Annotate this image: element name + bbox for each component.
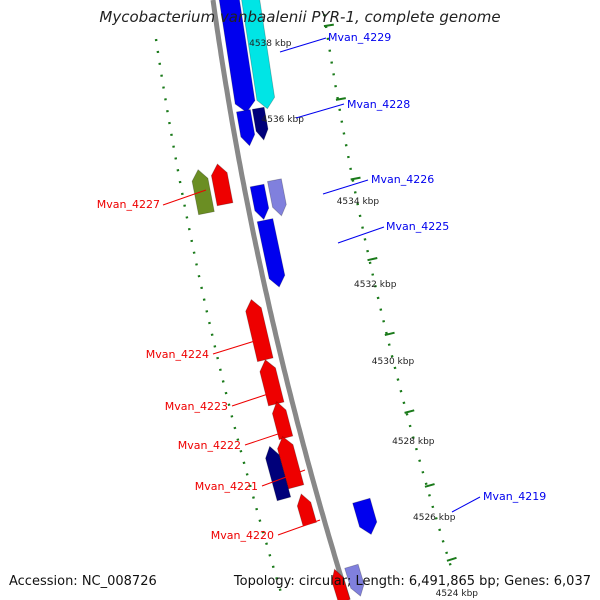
tick-label-7: 4526 kbp <box>413 513 456 523</box>
gene-label-mvan-4221: Mvan_4221 <box>195 480 258 493</box>
gene-mvan-4229-block <box>218 0 256 113</box>
leader-line-mvan-4226 <box>322 179 369 195</box>
gene-label-mvan-4225: Mvan_4225 <box>386 220 449 233</box>
leader-line-mvan-4221 <box>261 469 306 487</box>
gene-label-mvan-4222: Mvan_4222 <box>178 439 241 452</box>
gene-bottom-red <box>331 568 351 600</box>
genome-backbone <box>210 0 351 600</box>
tick-label-1: 4538 kbp <box>249 39 292 49</box>
tick-label-5: 4530 kbp <box>372 357 415 367</box>
gene-mvan-4219 <box>352 497 378 535</box>
leader-line-mvan-4219 <box>451 496 481 513</box>
tick-label-2: 4536 kbp <box>262 115 305 125</box>
inner-dotted-guide <box>154 38 285 600</box>
tick-mark-4 <box>367 257 378 262</box>
tick-mark-1 <box>323 23 334 28</box>
gene-label-mvan-4229: Mvan_4229 <box>328 31 391 44</box>
gene-mvan-4220 <box>296 493 317 527</box>
tick-mark-2 <box>335 97 346 101</box>
gene-mvan-4222 <box>271 401 294 441</box>
gene-bottom-purple <box>344 563 365 597</box>
gene-label-mvan-4227: Mvan_4227 <box>97 198 160 211</box>
gene-label-mvan-4224: Mvan_4224 <box>146 348 209 361</box>
leader-line-mvan-4223 <box>231 391 275 407</box>
gene-mvan-4223 <box>259 359 285 407</box>
tick-mark-7 <box>424 483 435 488</box>
gene-label-mvan-4226: Mvan_4226 <box>371 173 434 186</box>
gene-mvan-4227 <box>191 169 215 216</box>
tick-mark-8 <box>446 556 457 562</box>
leader-line-mvan-4229 <box>279 37 327 53</box>
map-title: Mycobacterium vanbaalenii PYR-1, complet… <box>99 8 501 26</box>
gene-label-mvan-4228: Mvan_4228 <box>347 98 410 111</box>
tick-label-4: 4532 kbp <box>354 280 397 290</box>
gene-mvan-4226 <box>249 183 270 221</box>
leader-line-mvan-4228 <box>295 103 345 119</box>
gene-mvan-4222b <box>277 435 305 490</box>
gene-label-mvan-4219: Mvan_4219 <box>483 490 546 503</box>
tick-label-3: 4534 kbp <box>337 197 380 207</box>
gene-mvan-4226-purple <box>267 178 287 217</box>
gene-mvan-4227-red <box>210 163 234 207</box>
leader-line-mvan-4225 <box>337 226 385 244</box>
leader-line-mvan-4227 <box>162 189 207 206</box>
gene-mvan-4224 <box>245 298 274 363</box>
genome-stats-text: Topology: circular; Length: 6,491,865 bp… <box>233 574 591 589</box>
tick-mark-5 <box>384 331 395 337</box>
gene-mvan-4229-cyan <box>241 0 276 110</box>
tick-label-8: 4524 kbp <box>436 589 479 599</box>
tick-mark-6 <box>404 409 415 414</box>
gene-mvan-4228-navy <box>251 106 269 141</box>
leader-line-mvan-4220 <box>277 519 321 536</box>
gene-mvan-4221 <box>265 445 292 502</box>
tick-label-6: 4528 kbp <box>392 437 435 447</box>
leader-line-mvan-4224 <box>212 339 259 355</box>
leader-line-mvan-4222 <box>244 429 291 446</box>
gene-mvan-4228 <box>236 109 256 147</box>
accession-text: Accession: NC_008726 <box>9 574 157 589</box>
gene-label-mvan-4220: Mvan_4220 <box>211 529 274 542</box>
gene-mvan-4225 <box>256 218 286 288</box>
tick-mark-3 <box>350 176 361 181</box>
gene-label-mvan-4223: Mvan_4223 <box>165 400 228 413</box>
